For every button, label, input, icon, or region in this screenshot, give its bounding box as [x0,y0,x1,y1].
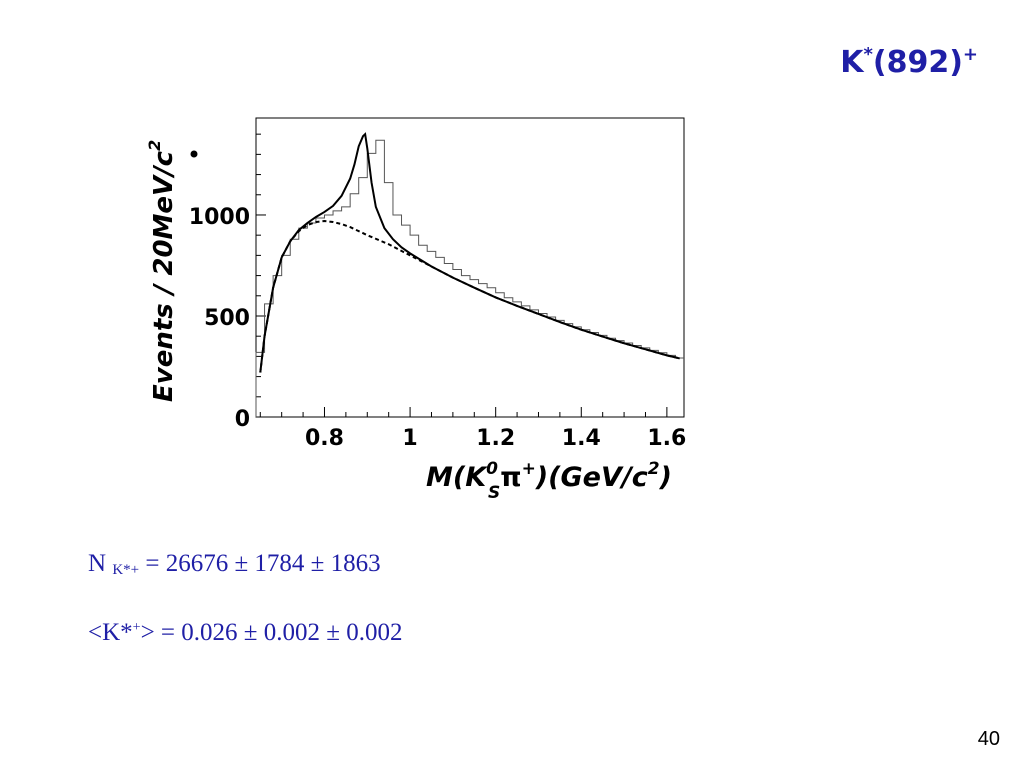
x-tick-label: 1.2 [476,426,515,451]
total-fit-curve [259,132,680,373]
slide-title: K*(892)+ [840,44,978,80]
y-axis-label: Events / 20MeV/c2 [145,140,179,402]
x-tick-label: 1.6 [647,426,686,451]
ratio-equation: <K*+> = 0.026 ± 0.002 ± 0.002 [88,619,403,646]
y-tick-label: 1000 [189,205,250,230]
page-number: 40 [977,728,1000,750]
plot-frame [255,117,685,418]
y-axis-dot [190,150,198,158]
background-fit-curve [259,220,680,373]
yield-equation: N K*+ = 26676 ± 1784 ± 1863 [88,550,381,578]
y-tick-label: 500 [204,306,250,331]
x-tick-label: 1.4 [562,426,601,451]
y-tick-label: 0 [235,407,250,432]
x-tick-label: 0.8 [305,426,344,451]
histogram-steps [255,139,684,417]
x-axis-label: M(K0 Sπ+)(GeV/c2) [426,459,672,503]
x-tick-label: 1 [402,426,417,451]
